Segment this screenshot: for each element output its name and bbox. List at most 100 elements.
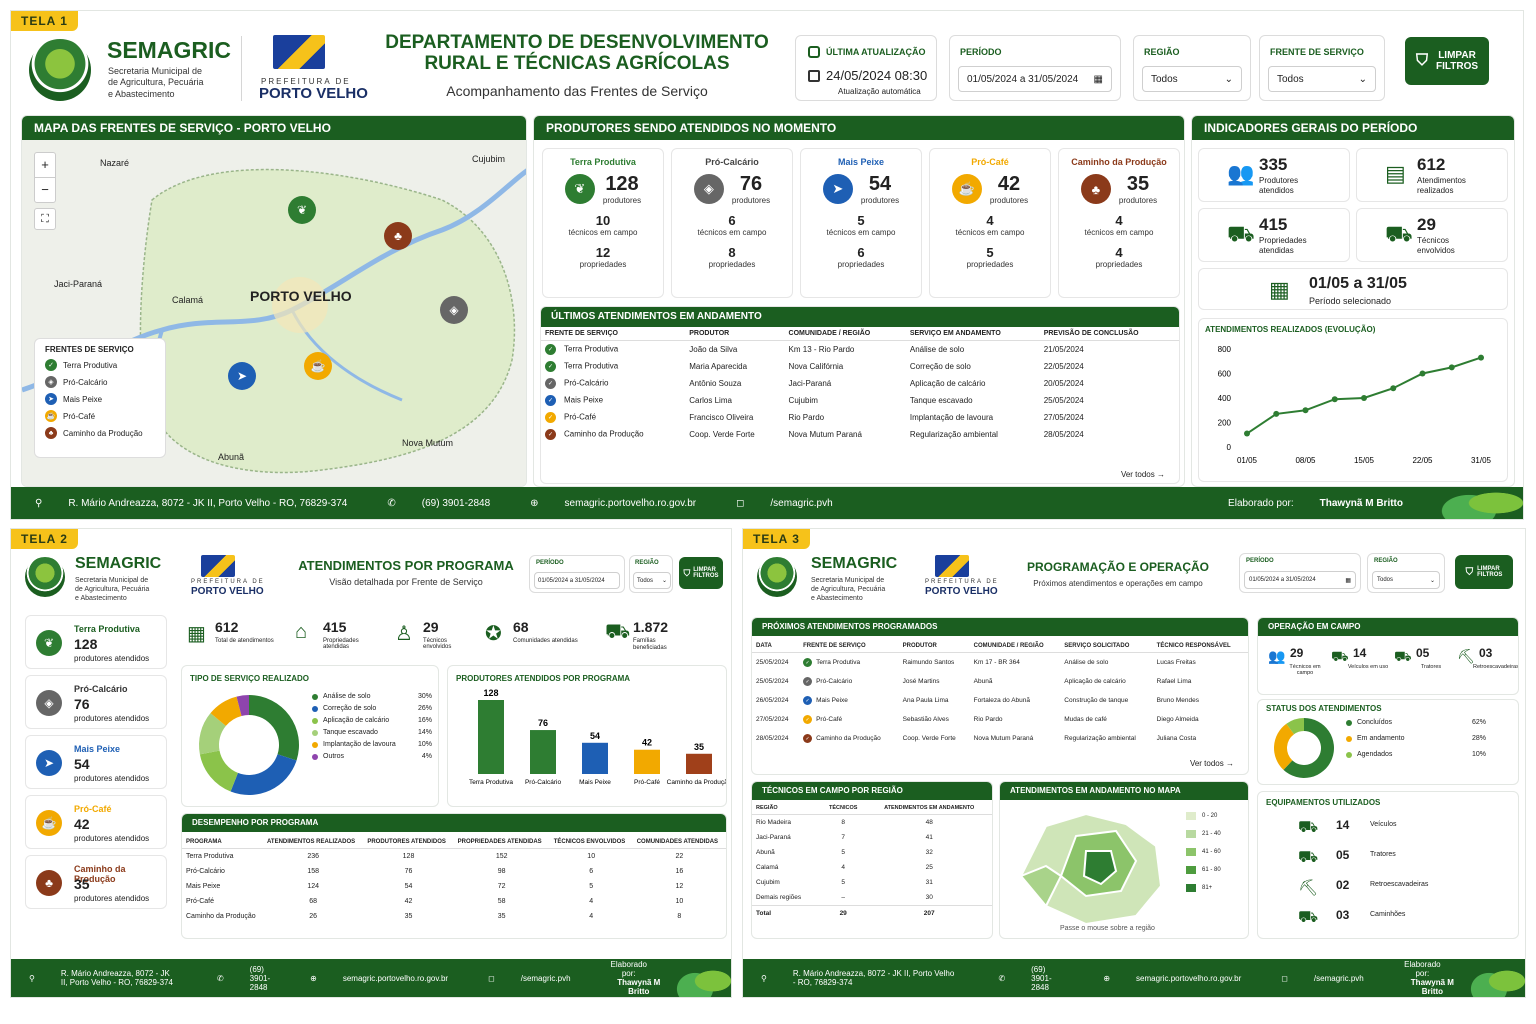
leaf-icon: ❦ <box>36 630 62 656</box>
zoom-in-button[interactable]: + <box>41 157 49 172</box>
table-row[interactable]: ✓ Terra Produtiva Maria Aparecida Nova Cali… <box>541 358 1179 375</box>
period-input[interactable]: 01/05/2024 a 31/05/2024 <box>534 572 620 589</box>
donut-slice <box>210 696 242 726</box>
indicator-kpi: ⛟ 415 Propriedades atendidas <box>1198 208 1350 262</box>
table-row[interactable]: 25/05/2024 ✓ Pró-Calcário José Martins Abunã… <box>756 677 1192 686</box>
producer-card[interactable]: Caminho da Produção ♣ 35 produtores 4 técnico… <box>1058 148 1180 298</box>
data-label: 128 <box>483 688 498 698</box>
table-row[interactable]: 25/05/2024 ✓ Terra Produtiva Raimundo Santo… <box>756 658 1196 667</box>
truck-icon: ⛟ <box>1331 648 1349 664</box>
screen-tag: TELA 2 <box>11 529 78 549</box>
table-row[interactable]: Mais Peixe 124 54 72 5 12 <box>186 883 684 890</box>
road-icon: ♣ <box>1080 174 1111 204</box>
legend-item: Outros 4% <box>312 753 432 760</box>
table-row[interactable]: Rio Madeira 8 48 <box>756 819 933 826</box>
page-title: DEPARTAMENTO DE DESENVOLVIMENTO RURAL E T… <box>385 32 769 74</box>
period-input[interactable]: 01/05/2024 a 31/05/2024 ▦ <box>1244 571 1356 589</box>
leaf-icon: ❦ <box>564 174 595 204</box>
producer-card[interactable]: Mais Peixe ➤ 54 produtores 5 técnicos em camp… <box>800 148 922 298</box>
y-tick-label: 0 <box>1227 443 1232 452</box>
calcario-icon: ◈ <box>45 376 57 388</box>
coffee-icon: ☕ <box>45 410 57 422</box>
phone-icon: ✆ <box>387 497 396 509</box>
region-select[interactable]: Todos ⌄ <box>1372 571 1440 589</box>
data-label: 42 <box>642 738 652 748</box>
arrow-right-icon: → <box>1226 759 1234 768</box>
clear-filters-button[interactable]: ⛉ LIMPAR FILTROS <box>1455 555 1513 589</box>
table-row[interactable]: Jaci-Paraná 7 41 <box>756 834 933 841</box>
see-all-link[interactable]: Ver todos → <box>1120 470 1165 479</box>
fullscreen-button[interactable]: ⛶ <box>34 208 56 230</box>
zoom-out-button[interactable]: − <box>35 177 55 202</box>
users-icon: 👥 <box>1227 161 1255 186</box>
legend-item: Em andamento 28% <box>1346 735 1486 742</box>
divider <box>241 36 242 101</box>
map-title: MAPA DAS FRENTES DE SERVIÇO - PORTO VELH… <box>22 116 526 140</box>
table-row[interactable]: ✓ Terra Produtiva João da Silva Km 13 - Rio… <box>541 341 1179 359</box>
footer-site[interactable]: ⊕ semagric.portovelho.ro.gov.br <box>530 497 697 509</box>
calendar-icon: ▦ <box>1093 73 1103 85</box>
map-place-label: Jaci-Paraná <box>54 279 103 289</box>
clear-filters-button[interactable]: ⛉ LIMPAR FILTROS <box>1405 37 1489 85</box>
coffee-pin-icon[interactable]: ☕ <box>304 352 332 380</box>
producer-card[interactable]: Terra Produtiva ❦ 128 produtores 10 técnicos … <box>542 148 664 298</box>
y-tick-label: 800 <box>1218 345 1232 354</box>
globe-icon: ⊕ <box>530 497 539 509</box>
table-row[interactable]: Calamá 4 25 <box>756 864 933 871</box>
filter-icon: ⛉ <box>683 567 691 578</box>
status-panel: STATUS DOS ATENDIMENTOS Concluídos 62% Em … <box>1257 699 1519 785</box>
table-row[interactable]: ✓ Caminho da Produção Coop. Verde Forte Nov… <box>541 426 1179 443</box>
instagram-icon: ◻ <box>736 497 745 509</box>
table-row[interactable]: Abunã 5 32 <box>756 849 933 856</box>
producer-card[interactable]: Pró-Café ☕ 42 produtores 4 técnicos em campo 5… <box>929 148 1051 298</box>
table-row[interactable]: Cujubim 5 31 <box>756 879 933 886</box>
table-row[interactable]: Caminho da Produção 26 35 35 4 8 <box>186 913 682 920</box>
program-side-card[interactable]: ♣ Caminho da Produção 35 produtores atendid… <box>25 855 167 909</box>
region-select[interactable]: Todos ⌄ <box>1142 66 1242 92</box>
period-input[interactable]: 01/05/2024 a 31/05/2024 ▦ <box>958 66 1112 92</box>
table-row[interactable]: ✓ Pró-Café Francisco Oliveira Rio Pardo Impl… <box>541 409 1179 426</box>
clear-filters-button[interactable]: ⛉ LIMPAR FILTROS <box>679 557 723 589</box>
region-select[interactable]: Todos ⌄ <box>633 572 671 589</box>
coffee-icon: ✓ <box>545 412 556 423</box>
table-row[interactable]: Pró-Café 68 42 58 4 10 <box>186 898 684 905</box>
program-side-card[interactable]: ◈ Pró-Calcário 76 produtores atendidos <box>25 675 167 729</box>
leaf-pin-icon[interactable]: ❦ <box>288 196 316 224</box>
calcario-icon: ✓ <box>803 677 813 686</box>
fish-pin-icon[interactable]: ➤ <box>228 362 256 390</box>
program-side-card[interactable]: ❦ Terra Produtiva 128 produtores atendidos <box>25 615 167 669</box>
table-row[interactable]: 26/05/2024 ✓ Mais Peixe Ana Paula Lima Forta… <box>756 696 1199 705</box>
see-all-link[interactable]: Ver todos → <box>1189 759 1234 768</box>
region-filter-box: REGIÃO Todos ⌄ <box>629 555 673 593</box>
road-icon: ✓ <box>803 734 813 743</box>
table-row[interactable]: 27/05/2024 ✓ Pró-Café Sebastião Alves Rio Pa… <box>756 715 1199 724</box>
program-side-card[interactable]: ☕ Pró-Café 42 produtores atendidos <box>25 795 167 849</box>
x-tick-label: 01/05 <box>1237 456 1258 465</box>
table-row[interactable]: Demais regiões –30 <box>756 894 933 901</box>
road-pin-icon[interactable]: ♣ <box>384 222 412 250</box>
region-heat-map[interactable] <box>1006 806 1176 932</box>
map-place-label: Nova Mutum <box>402 438 454 448</box>
program-side-card[interactable]: ➤ Mais Peixe 54 produtores atendidos <box>25 735 167 789</box>
footer-social[interactable]: ◻/semagric.pvh <box>736 497 833 509</box>
table-row[interactable]: 28/05/2024 ✓ Caminho da Produção Coop. Verd… <box>756 734 1197 743</box>
map-city-label: PORTO VELHO <box>250 288 352 304</box>
table-row[interactable]: Terra Produtiva 236 128 152 10 22 <box>186 853 684 860</box>
instagram-icon: ◻ <box>488 973 495 983</box>
producer-card[interactable]: Pró-Calcário ◈ 76 produtores 6 técnicos em ca… <box>671 148 793 298</box>
latest-services-panel: ÚLTIMOS ATENDIMENTOS EM ANDAMENTO FRENTE… <box>540 306 1180 484</box>
table-row[interactable]: ✓ Pró-Calcário Antônio Souza Jaci-Paraná Apl… <box>541 375 1179 392</box>
region-filter-box: REGIÃO Todos ⌄ <box>1367 553 1445 593</box>
calcario-pin-icon[interactable]: ◈ <box>440 296 468 324</box>
producers-panel: PRODUTORES SENDO ATENDIDOS NO MOMENTO Te… <box>533 115 1185 487</box>
table-row[interactable]: Pró-Calcário 158 76 98 6 16 <box>186 868 684 875</box>
front-select[interactable]: Todos ⌄ <box>1268 66 1376 92</box>
clock-icon <box>808 46 820 58</box>
y-tick-label: 600 <box>1218 370 1232 379</box>
last-update-note: Atualização automática <box>838 87 921 96</box>
table-row[interactable]: ✓ Mais Peixe Carlos Lima Cujubim Tanque esca… <box>541 392 1179 409</box>
legend-item: Concluídos 62% <box>1346 719 1486 726</box>
screen-tag: TELA 1 <box>11 11 78 31</box>
prefeitura-flag-icon <box>201 555 235 577</box>
donut-slice <box>1286 718 1304 735</box>
